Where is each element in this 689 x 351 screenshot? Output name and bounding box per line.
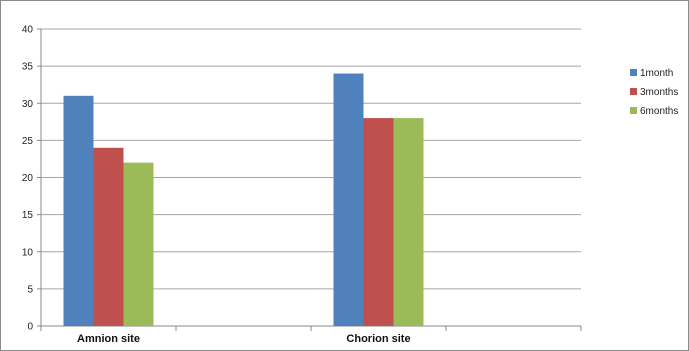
bar-1month-amnion-site [63, 95, 94, 326]
bar-6months-amnion-site [123, 162, 154, 326]
bar-1month-chorion-site [333, 73, 364, 326]
y-tick-label: 15 [22, 210, 34, 221]
x-category-label: Chorion site [346, 333, 410, 345]
bar-3months-amnion-site [93, 147, 124, 326]
legend-label: 6months [640, 106, 678, 117]
legend: 1month 3months 6months [630, 68, 678, 117]
legend-label: 1month [640, 68, 673, 79]
y-tick-label: 35 [22, 62, 34, 73]
bar-6months-chorion-site [393, 118, 424, 326]
y-tick-label: 20 [22, 173, 34, 184]
legend-swatch [630, 107, 637, 114]
y-tick-label: 25 [22, 136, 34, 147]
legend-swatch [630, 69, 637, 76]
legend-label: 3months [640, 87, 678, 98]
bars [63, 73, 424, 326]
x-category-label: Amnion site [77, 333, 140, 345]
y-tick-label: 10 [22, 247, 34, 258]
axis-labels: 0 5 10 15 20 25 30 35 40 Amnion site Chorion site [22, 25, 411, 346]
y-tick-label: 5 [27, 284, 33, 295]
y-tick-label: 0 [27, 322, 33, 333]
y-tick-label: 30 [22, 99, 34, 110]
y-tick-label: 40 [22, 25, 34, 36]
legend-swatch [630, 88, 637, 95]
bar-3months-chorion-site [363, 118, 394, 326]
